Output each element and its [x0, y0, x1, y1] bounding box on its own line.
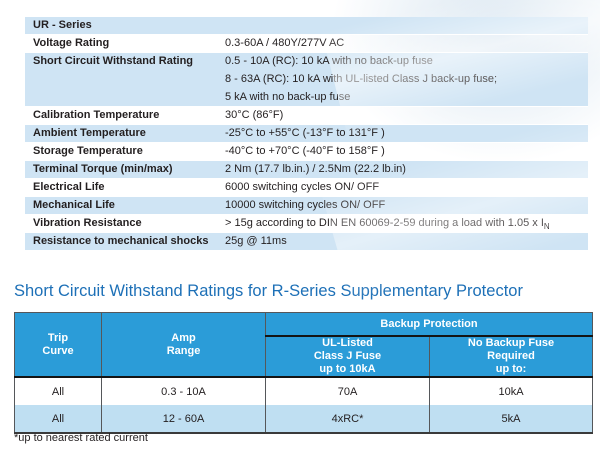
col-header-ul-listed: UL-Listed Class J Fuse up to 10kA: [265, 336, 430, 377]
spec-row-short-circuit-withstand: Short Circuit Withstand Rating 0.5 - 10A…: [25, 53, 588, 107]
spec-value-line: 5 kA with no back-up fuse: [225, 91, 351, 103]
spec-row-voltage-rating: Voltage Rating 0.3-60A / 480Y/277V AC: [25, 35, 588, 53]
spec-row-mechanical-life: Mechanical Life 10000 switching cycles O…: [25, 197, 588, 215]
spec-row-electrical-life: Electrical Life 6000 switching cycles ON…: [25, 179, 588, 197]
spec-table: UR - Series Voltage Rating 0.3-60A / 480…: [25, 17, 588, 251]
spec-value: 2 Nm (17.7 lb.in.) / 2.5Nm (22.2 lb.in): [225, 163, 406, 175]
spec-label: Resistance to mechanical shocks: [33, 235, 209, 247]
cell-amp-range: 12 - 60A: [101, 405, 266, 433]
cell-trip-curve: All: [14, 405, 102, 433]
spec-label: Vibration Resistance: [33, 217, 142, 229]
cell-no-backup: 5kA: [429, 405, 593, 433]
spec-value: -40°C to +70°C (-40°F to 158°F ): [225, 145, 385, 157]
col-header-backup-protection: Backup Protection: [265, 312, 593, 337]
spec-value: 0.5 - 10A (RC): 10 kA with no back-up fu…: [225, 53, 588, 106]
spec-label: Ambient Temperature: [33, 127, 146, 139]
spec-value-line: 0.5 - 10A (RC): 10 kA with no back-up fu…: [225, 55, 433, 67]
spec-row-ambient-temperature: Ambient Temperature -25°C to +55°C (-13°…: [25, 125, 588, 143]
spec-value: -25°C to +55°C (-13°F to 131°F ): [225, 127, 385, 139]
spec-label: Calibration Temperature: [33, 109, 160, 121]
cell-ul-listed: 70A: [265, 377, 430, 405]
col-header-no-backup-fuse: No Backup Fuse Required up to:: [429, 336, 593, 377]
col-header-trip-curve: Trip Curve: [14, 312, 102, 377]
spec-label: Short Circuit Withstand Rating: [33, 55, 194, 67]
table-row: All 0.3 - 10A 70A 10kA: [14, 377, 593, 405]
spec-row-mechanical-shocks: Resistance to mechanical shocks 25g @ 11…: [25, 233, 588, 251]
ratings-table: Trip Curve Amp Range Backup Protection U…: [14, 312, 593, 434]
header-row-2: UL-Listed Class J Fuse up to 10kA No Bac…: [15, 336, 593, 377]
spec-table-series-header-row: UR - Series: [25, 17, 588, 35]
cell-ul-listed: 4xRC*: [265, 405, 430, 433]
subscript-n: N: [543, 222, 550, 232]
header-row-1: Trip Curve Amp Range Backup Protection: [14, 312, 593, 377]
spec-value: 6000 switching cycles ON/ OFF: [225, 181, 380, 193]
cell-no-backup: 10kA: [429, 377, 593, 405]
spec-value: 25g @ 11ms: [225, 235, 287, 247]
cell-trip-curve: All: [14, 377, 102, 405]
spec-label: Mechanical Life: [33, 199, 115, 211]
spec-row-vibration-resistance: Vibration Resistance > 15g according to …: [25, 215, 588, 233]
spec-row-calibration-temperature: Calibration Temperature 30°C (86°F): [25, 107, 588, 125]
spec-value: 10000 switching cycles ON/ OFF: [225, 199, 386, 211]
spec-value: 30°C (86°F): [225, 109, 284, 121]
cell-amp-range: 0.3 - 10A: [101, 377, 266, 405]
spec-value-line: 8 - 63A (RC): 10 kA with UL-listed Class…: [225, 73, 498, 85]
spec-value: > 15g according to DIN EN 60069-2-59 dur…: [225, 215, 588, 232]
series-title: UR - Series: [33, 19, 92, 31]
section-title: Short Circuit Withstand Ratings for R-Se…: [14, 282, 523, 300]
spec-label: Storage Temperature: [33, 145, 143, 157]
table-row: All 12 - 60A 4xRC* 5kA: [14, 405, 593, 433]
spec-label: Voltage Rating: [33, 37, 110, 49]
spec-label: Terminal Torque (min/max): [33, 163, 173, 175]
spec-row-storage-temperature: Storage Temperature -40°C to +70°C (-40°…: [25, 143, 588, 161]
spec-value: 0.3-60A / 480Y/277V AC: [225, 37, 345, 49]
spec-value-text: > 15g according to DIN EN 60069-2-59 dur…: [225, 217, 544, 229]
col-header-amp-range: Amp Range: [101, 312, 266, 377]
spec-label: Electrical Life: [33, 181, 105, 193]
spec-row-terminal-torque: Terminal Torque (min/max) 2 Nm (17.7 lb.…: [25, 161, 588, 179]
footnote: *up to nearest rated current: [14, 432, 148, 444]
